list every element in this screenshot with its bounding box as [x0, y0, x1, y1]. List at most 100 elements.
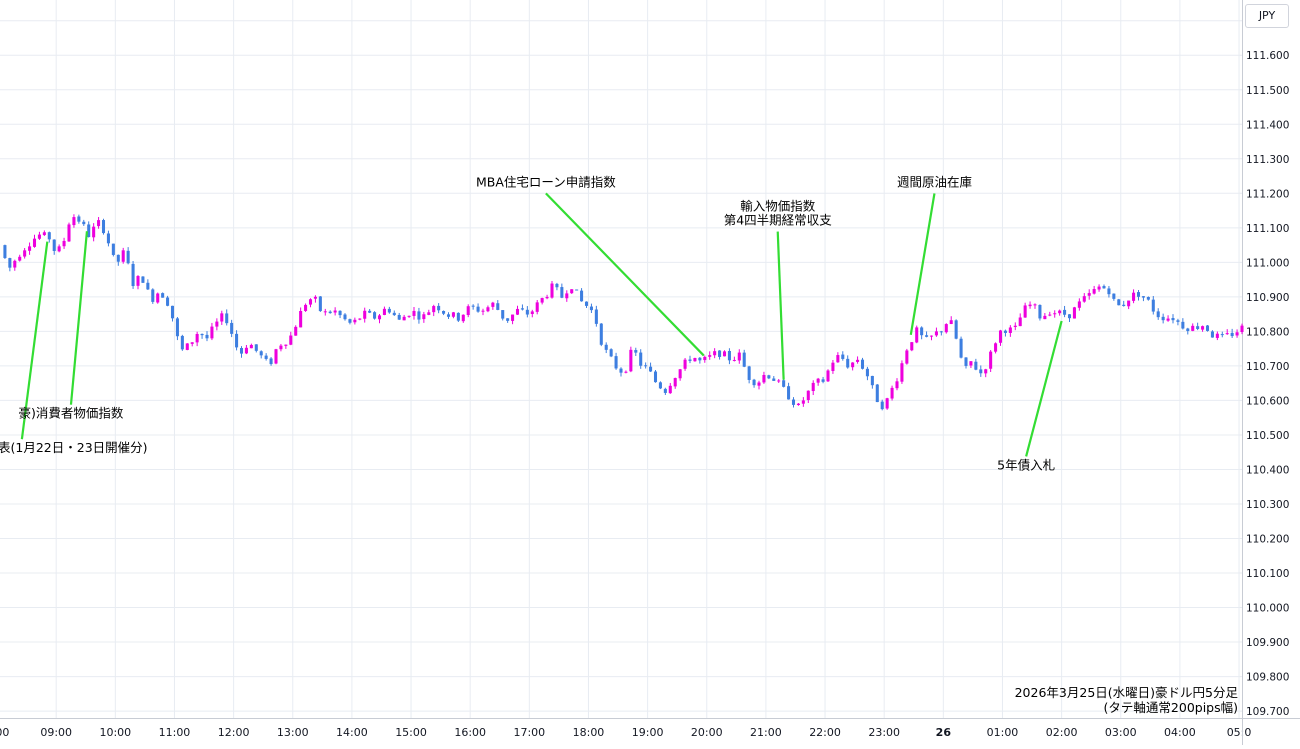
- candle-down: [954, 320, 958, 339]
- candle-down: [161, 293, 165, 298]
- candle-down: [166, 297, 170, 306]
- annotation-label: 第4四半期経常収支: [724, 213, 832, 228]
- candle-down: [87, 224, 91, 238]
- candle-down: [1117, 299, 1121, 306]
- candle-down: [698, 357, 702, 361]
- candle-up: [550, 283, 554, 298]
- candle-down: [1102, 286, 1106, 289]
- candle-up: [304, 304, 308, 311]
- candle-down: [920, 327, 924, 336]
- candle-up: [363, 310, 367, 319]
- annotation-label: 週間原油在庫: [897, 174, 972, 189]
- x-tick-label: 05:0: [1227, 726, 1252, 739]
- candle-down: [594, 309, 598, 324]
- candle-up: [511, 314, 515, 321]
- candle-down: [373, 312, 377, 319]
- candle-down: [979, 369, 983, 374]
- candle-down: [1063, 309, 1067, 315]
- candle-down: [959, 338, 963, 358]
- candle-up: [806, 390, 810, 400]
- y-tick-label: 111.600: [1246, 50, 1289, 62]
- candle-up: [895, 381, 899, 389]
- x-tick-label: 04:00: [1164, 726, 1196, 739]
- candle-down: [634, 350, 638, 353]
- grid-lines: [0, 0, 1242, 718]
- x-tick-label: 14:00: [336, 726, 368, 739]
- candle-up: [826, 370, 830, 382]
- annotation-label: 輸入物価指数: [740, 199, 816, 214]
- candle-down: [175, 318, 179, 337]
- candle-down: [1107, 288, 1111, 295]
- x-tick-label: 11:00: [159, 726, 191, 739]
- candle-down: [747, 366, 751, 380]
- annotation-pointer-line: [69, 231, 89, 405]
- candle-up: [249, 344, 253, 349]
- candle-up: [1127, 300, 1131, 307]
- candle-down: [609, 349, 613, 357]
- candle-up: [210, 326, 214, 339]
- candle-up: [535, 302, 539, 312]
- candle-down: [47, 232, 51, 240]
- candle-up: [796, 403, 800, 405]
- y-tick-label: 110.300: [1246, 499, 1289, 511]
- candle-down: [1146, 297, 1150, 300]
- candle-up: [811, 382, 815, 392]
- candle-up: [989, 351, 993, 369]
- candle-up: [673, 378, 677, 387]
- candle-up: [515, 308, 520, 315]
- candle-down: [343, 314, 347, 320]
- candle-up: [545, 296, 549, 299]
- candle-up: [540, 298, 544, 303]
- candle-up: [377, 315, 382, 320]
- candle-up: [934, 331, 938, 336]
- candle-down: [880, 401, 884, 410]
- candle-down: [225, 313, 229, 324]
- x-tick-label: 10:00: [99, 726, 131, 739]
- candle-down: [1141, 296, 1145, 298]
- candle-down: [131, 263, 135, 287]
- y-tick-label: 111.000: [1246, 257, 1289, 269]
- candle-up: [831, 362, 835, 371]
- candle-down: [658, 382, 662, 389]
- annotation-pointer-line: [545, 192, 705, 357]
- annotation-pointer-line: [776, 231, 785, 380]
- candle-down: [718, 350, 722, 357]
- candle-down: [1196, 326, 1200, 329]
- candle-up: [313, 296, 317, 299]
- candle-down: [782, 380, 786, 387]
- candle-up: [801, 400, 805, 404]
- currency-label[interactable]: JPY: [1245, 4, 1289, 28]
- candle-down: [663, 388, 667, 393]
- candle-down: [3, 245, 7, 258]
- candle-down: [254, 344, 258, 351]
- candle-down: [742, 352, 746, 367]
- candle-down: [939, 331, 943, 333]
- chart-caption: 2026年3月25日(水曜日)豪ドル円5分足 (タテ軸通常200pips幅): [1015, 685, 1238, 715]
- candle-down: [791, 399, 796, 405]
- candle-down: [239, 348, 244, 354]
- candle-up: [422, 314, 426, 320]
- candle-down: [318, 296, 322, 312]
- candle-down: [925, 335, 929, 337]
- candle-up: [284, 344, 288, 346]
- y-tick-label: 110.600: [1246, 395, 1289, 407]
- candle-up: [28, 246, 32, 251]
- candle-up: [1097, 286, 1101, 290]
- x-tick-label: 8:00: [0, 726, 9, 739]
- candle-up: [722, 351, 727, 357]
- x-tick-label: 03:00: [1105, 726, 1137, 739]
- candle-down: [644, 365, 648, 367]
- y-tick-label: 111.300: [1246, 154, 1289, 166]
- x-tick-label: 18:00: [573, 726, 605, 739]
- candle-up: [885, 398, 889, 409]
- candle-down: [1038, 304, 1042, 319]
- candle-up: [18, 256, 22, 261]
- candle-down: [860, 359, 865, 369]
- y-tick-label: 111.200: [1246, 188, 1289, 200]
- candle-down: [688, 359, 692, 361]
- candle-down: [151, 289, 155, 302]
- candle-up: [299, 311, 303, 328]
- x-tick-label: 01:00: [987, 726, 1019, 739]
- candle-down: [264, 355, 268, 359]
